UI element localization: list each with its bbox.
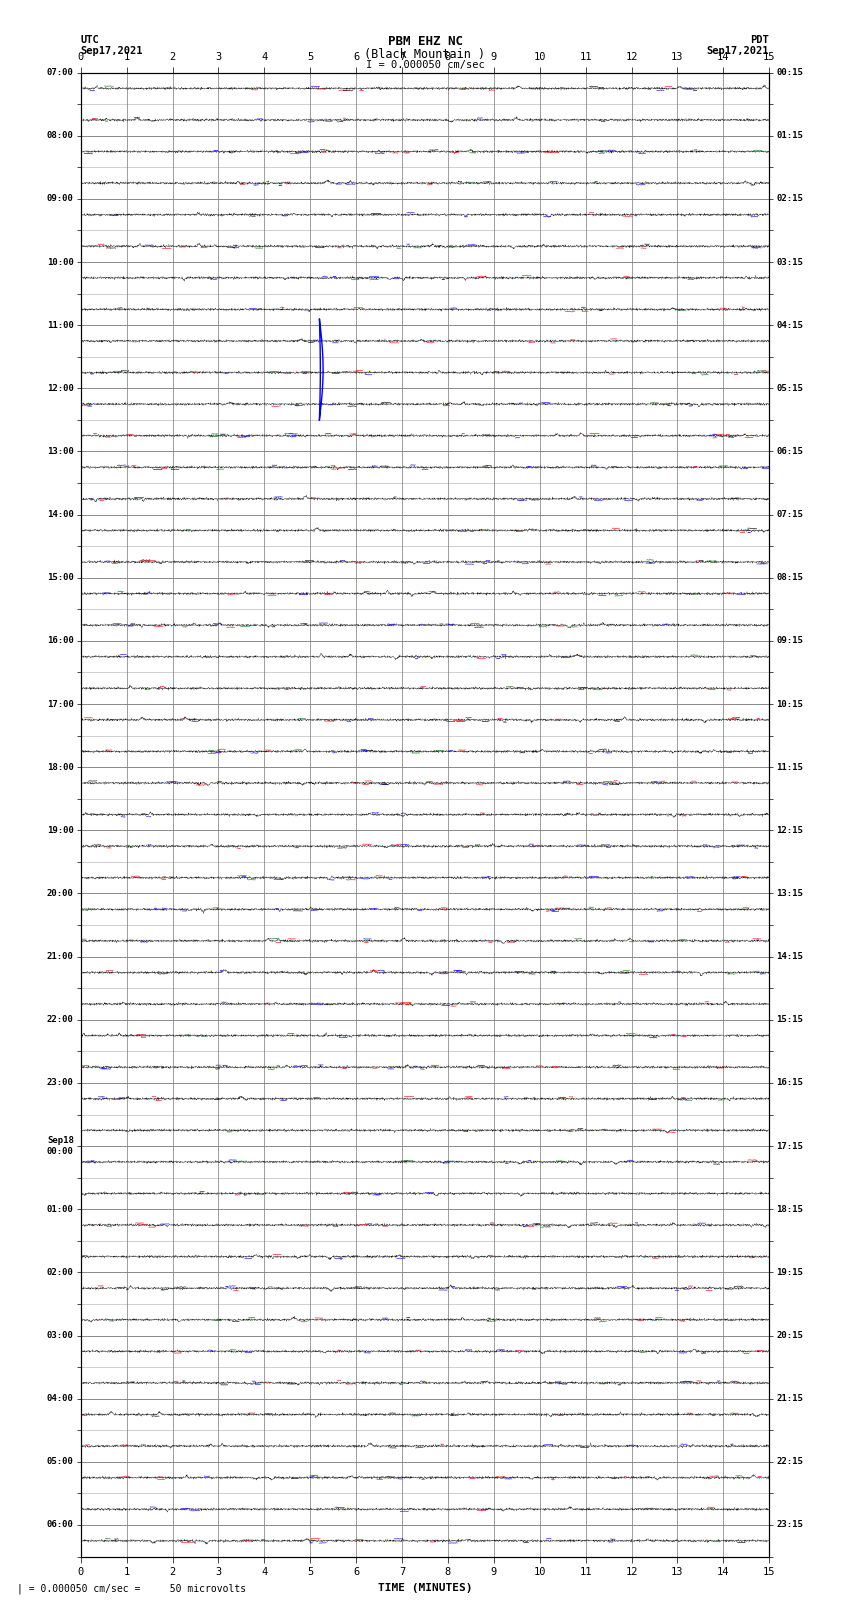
Text: | = 0.000050 cm/sec =     50 microvolts: | = 0.000050 cm/sec = 50 microvolts: [17, 1582, 246, 1594]
Text: 22:15: 22:15: [776, 1457, 803, 1466]
Text: 21:15: 21:15: [776, 1394, 803, 1403]
Text: 01:15: 01:15: [776, 131, 803, 140]
Text: 20:15: 20:15: [776, 1331, 803, 1340]
Text: 03:00: 03:00: [47, 1331, 74, 1340]
X-axis label: TIME (MINUTES): TIME (MINUTES): [377, 1582, 473, 1592]
Text: 15:15: 15:15: [776, 1015, 803, 1024]
Text: 14:15: 14:15: [776, 952, 803, 961]
Text: 18:15: 18:15: [776, 1205, 803, 1213]
Text: 23:15: 23:15: [776, 1521, 803, 1529]
Text: 01:00: 01:00: [47, 1205, 74, 1213]
Text: 08:15: 08:15: [776, 573, 803, 582]
Text: 14:00: 14:00: [47, 510, 74, 519]
Text: Sep18
00:00: Sep18 00:00: [47, 1137, 74, 1157]
Text: 11:00: 11:00: [47, 321, 74, 329]
Text: 23:00: 23:00: [47, 1079, 74, 1087]
Text: 10:15: 10:15: [776, 700, 803, 708]
Text: 06:00: 06:00: [47, 1521, 74, 1529]
Text: 02:15: 02:15: [776, 195, 803, 203]
Text: 22:00: 22:00: [47, 1015, 74, 1024]
Text: 07:15: 07:15: [776, 510, 803, 519]
Text: 09:00: 09:00: [47, 195, 74, 203]
Text: 17:00: 17:00: [47, 700, 74, 708]
Text: 06:15: 06:15: [776, 447, 803, 456]
Text: 05:15: 05:15: [776, 384, 803, 394]
Text: 16:15: 16:15: [776, 1079, 803, 1087]
Text: 16:00: 16:00: [47, 637, 74, 645]
Text: 15:00: 15:00: [47, 573, 74, 582]
Text: 18:00: 18:00: [47, 763, 74, 771]
Text: 00:15: 00:15: [776, 68, 803, 77]
Text: 04:00: 04:00: [47, 1394, 74, 1403]
Text: 19:15: 19:15: [776, 1268, 803, 1277]
Text: 08:00: 08:00: [47, 131, 74, 140]
Text: 12:00: 12:00: [47, 384, 74, 394]
Text: I = 0.000050 cm/sec: I = 0.000050 cm/sec: [366, 60, 484, 69]
Text: 19:00: 19:00: [47, 826, 74, 836]
Text: PDT: PDT: [751, 35, 769, 45]
Text: Sep17,2021: Sep17,2021: [81, 45, 144, 56]
Text: 21:00: 21:00: [47, 952, 74, 961]
Text: 09:15: 09:15: [776, 637, 803, 645]
Text: 20:00: 20:00: [47, 889, 74, 898]
Text: 02:00: 02:00: [47, 1268, 74, 1277]
Text: 03:15: 03:15: [776, 258, 803, 266]
Text: (Black Mountain ): (Black Mountain ): [365, 47, 485, 61]
Text: 11:15: 11:15: [776, 763, 803, 771]
Text: UTC: UTC: [81, 35, 99, 45]
Text: 04:15: 04:15: [776, 321, 803, 329]
Text: 07:00: 07:00: [47, 68, 74, 77]
Text: 13:00: 13:00: [47, 447, 74, 456]
Text: 05:00: 05:00: [47, 1457, 74, 1466]
Text: 17:15: 17:15: [776, 1142, 803, 1150]
Text: Sep17,2021: Sep17,2021: [706, 45, 769, 56]
Text: PBM EHZ NC: PBM EHZ NC: [388, 35, 462, 48]
Text: 13:15: 13:15: [776, 889, 803, 898]
Text: 12:15: 12:15: [776, 826, 803, 836]
Text: 10:00: 10:00: [47, 258, 74, 266]
